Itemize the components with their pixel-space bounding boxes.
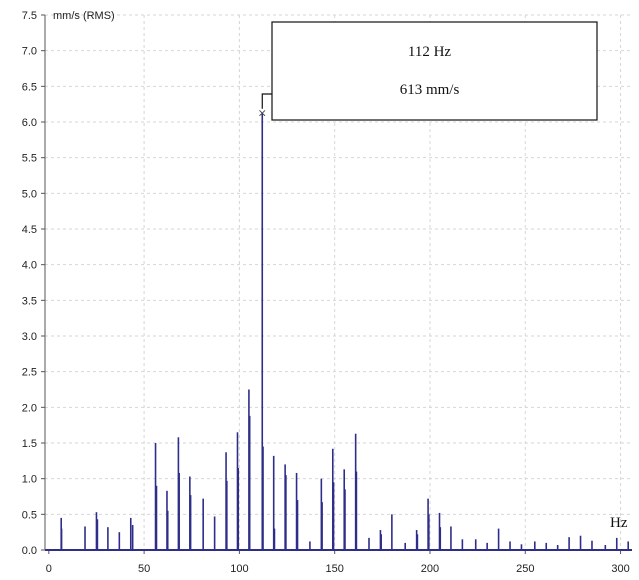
grid: [41, 14, 632, 554]
annotation-leader: [261, 93, 272, 109]
y-tick-label: 3.5: [22, 295, 37, 307]
y-tick-label: 5.5: [22, 153, 37, 165]
peak-annotation: × 112 Hz 613 mm/s: [258, 21, 598, 121]
x-tick-label: 250: [516, 563, 534, 575]
y-tick-label: 5.0: [22, 188, 37, 200]
y-tick-label: 3.0: [22, 331, 37, 343]
annotation-frequency: 112 Hz: [408, 44, 452, 60]
y-tick-label: 0.5: [22, 509, 37, 521]
spectrum-bars: [60, 112, 629, 550]
y-tick-label: 1.5: [22, 438, 37, 450]
x-tick-label: 100: [230, 563, 248, 575]
x-axis-label: Hz: [610, 515, 628, 531]
x-tick-labels: 0 50 100 150 200 250 300: [46, 563, 630, 575]
y-tick-label: 4.5: [22, 224, 37, 236]
annotation-box: [271, 21, 598, 121]
x-tick-label: 50: [138, 563, 150, 575]
x-tick-label: 200: [421, 563, 439, 575]
x-tick-label: 300: [611, 563, 629, 575]
y-tick-label: 2.5: [22, 367, 37, 379]
y-tick-label: 6.0: [22, 117, 37, 129]
y-tick-label: 6.5: [22, 81, 37, 93]
peak-marker: ×: [258, 107, 267, 120]
annotation-amplitude: 613 mm/s: [400, 82, 460, 98]
x-tick-label: 150: [326, 563, 344, 575]
y-tick-label: 1.0: [22, 474, 37, 486]
y-tick-label: 2.0: [22, 402, 37, 414]
y-axis-label: mm/s (RMS): [53, 10, 115, 22]
y-tick-label: 0.0: [22, 545, 37, 557]
x-tick-label: 0: [46, 563, 52, 575]
y-tick-label: 7.0: [22, 46, 37, 58]
y-tick-label: 4.0: [22, 260, 37, 272]
y-tick-label: 7.5: [22, 10, 37, 22]
y-tick-labels: 0.0 0.5 1.0 1.5 2.0 2.5 3.0 3.5 4.0 4.5 5.0 5.5 6.0 6…: [22, 10, 37, 557]
